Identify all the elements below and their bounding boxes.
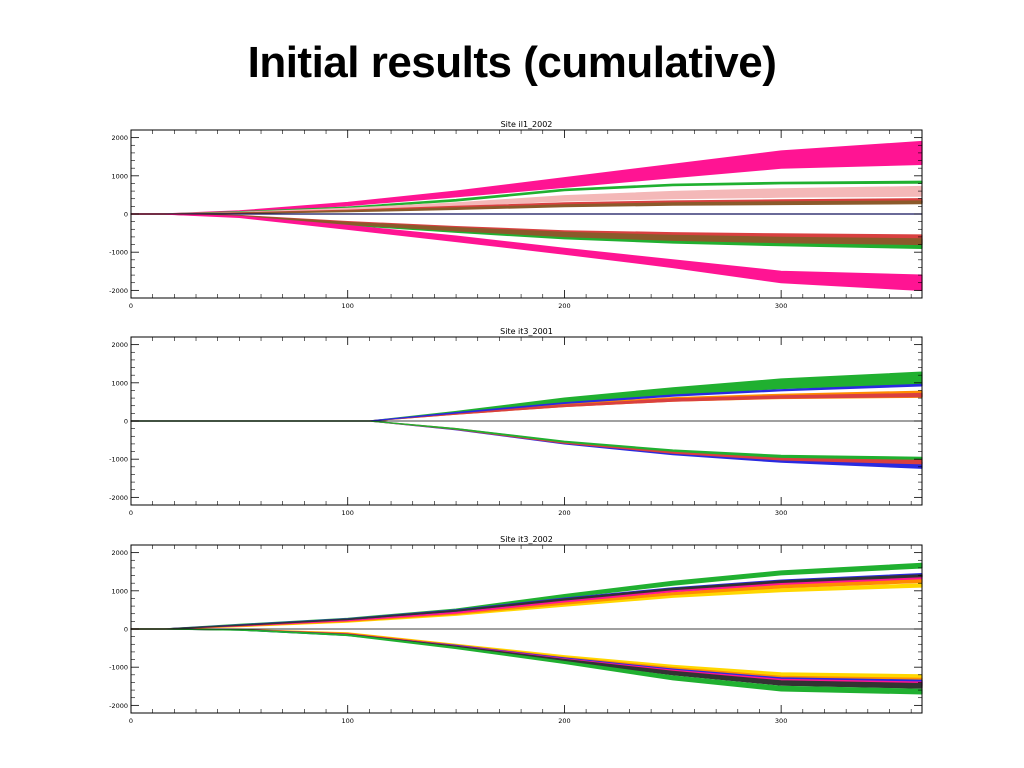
chart-title: Site il1_2002 bbox=[501, 120, 553, 129]
x-tick-label: 100 bbox=[342, 509, 354, 517]
series-band-9 bbox=[130, 213, 923, 291]
series-group bbox=[130, 140, 923, 291]
x-tick-label: 0 bbox=[129, 509, 133, 517]
y-tick-label: -2000 bbox=[109, 494, 128, 502]
y-tick-label: -1000 bbox=[109, 456, 128, 464]
series-group bbox=[130, 562, 923, 695]
y-tick-label: 1000 bbox=[111, 172, 128, 180]
chart-title: Site it3_2001 bbox=[500, 327, 553, 336]
y-tick-label: 1000 bbox=[111, 379, 128, 387]
y-tick-label: 0 bbox=[124, 626, 128, 634]
slide-title: Initial results (cumulative) bbox=[247, 38, 777, 87]
x-tick-label: 0 bbox=[129, 302, 133, 310]
series-band-6 bbox=[130, 420, 923, 460]
x-tick-label: 200 bbox=[558, 302, 570, 310]
x-tick-label: 100 bbox=[342, 717, 354, 725]
x-tick-label: 300 bbox=[775, 302, 787, 310]
x-tick-label: 300 bbox=[775, 509, 787, 517]
y-tick-label: 0 bbox=[124, 418, 128, 426]
y-tick-label: -1000 bbox=[109, 249, 128, 257]
series-group bbox=[130, 371, 923, 469]
x-tick-label: 0 bbox=[129, 717, 133, 725]
x-tick-label: 200 bbox=[558, 717, 570, 725]
y-tick-label: -2000 bbox=[109, 702, 128, 710]
y-tick-label: 2000 bbox=[111, 341, 128, 349]
x-tick-label: 300 bbox=[775, 717, 787, 725]
series-band-0 bbox=[130, 562, 923, 630]
x-tick-label: 100 bbox=[342, 302, 354, 310]
series-band-4 bbox=[130, 420, 923, 469]
y-tick-label: -2000 bbox=[109, 287, 128, 295]
y-tick-label: 0 bbox=[124, 211, 128, 219]
y-tick-label: 2000 bbox=[111, 549, 128, 557]
y-tick-label: 1000 bbox=[111, 587, 128, 595]
x-tick-label: 200 bbox=[558, 509, 570, 517]
y-tick-label: -1000 bbox=[109, 664, 128, 672]
y-tick-label: 2000 bbox=[111, 134, 128, 142]
chart-title: Site it3_2002 bbox=[500, 535, 553, 544]
